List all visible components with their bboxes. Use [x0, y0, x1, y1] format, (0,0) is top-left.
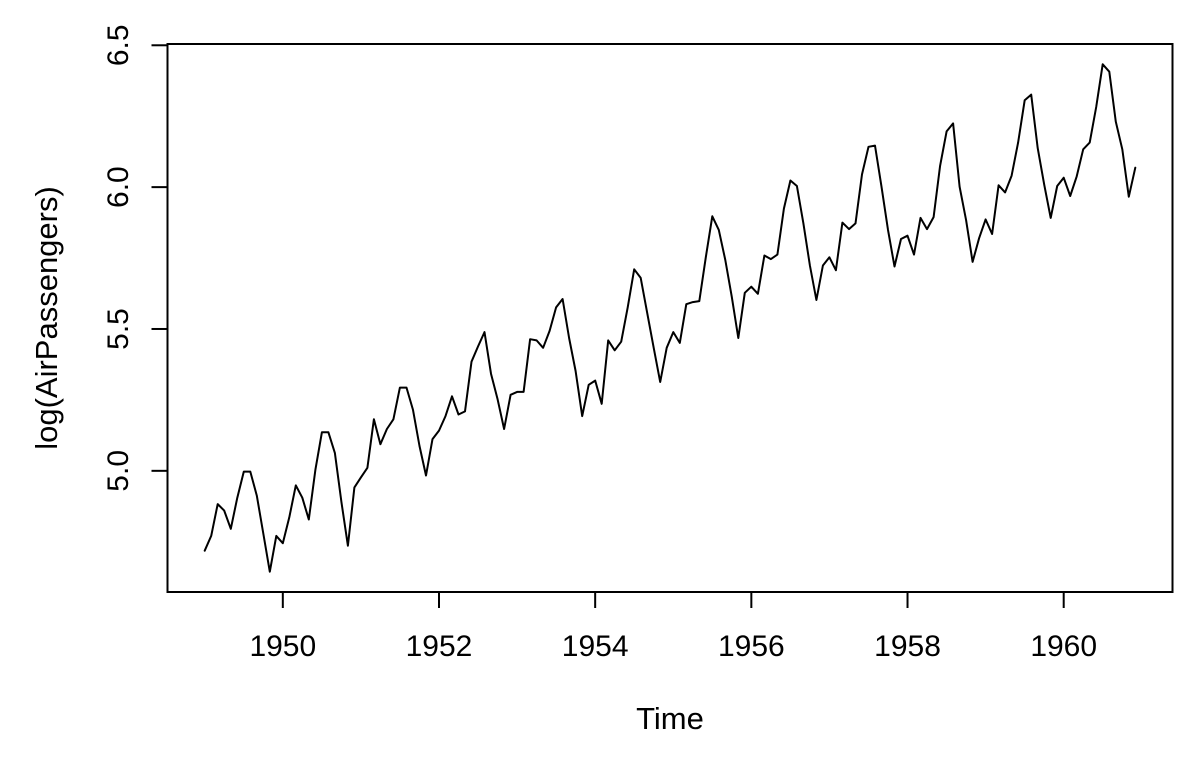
y-axis-ticks: 5.0 5.5 6.0 6.5: [102, 24, 168, 492]
plot-border: [166, 43, 1174, 593]
series-line: [203, 63, 1137, 573]
x-axis-title: Time: [636, 701, 704, 736]
y-tick-label: 6.5: [102, 24, 135, 66]
x-tick-label: 1956: [718, 630, 785, 663]
x-axis-ticks: 1950 1952 1954 1956 1958 1960: [249, 592, 1097, 663]
y-axis-title: log(AirPassengers): [29, 186, 64, 450]
x-tick-label: 1952: [406, 630, 473, 663]
x-tick-label: 1960: [1030, 630, 1097, 663]
x-tick-label: 1958: [874, 630, 941, 663]
y-tick-label: 5.0: [102, 450, 135, 492]
y-tick-label: 5.5: [102, 308, 135, 350]
x-tick-label: 1954: [562, 630, 629, 663]
y-tick-label: 6.0: [102, 166, 135, 208]
x-tick-label: 1950: [249, 630, 316, 663]
